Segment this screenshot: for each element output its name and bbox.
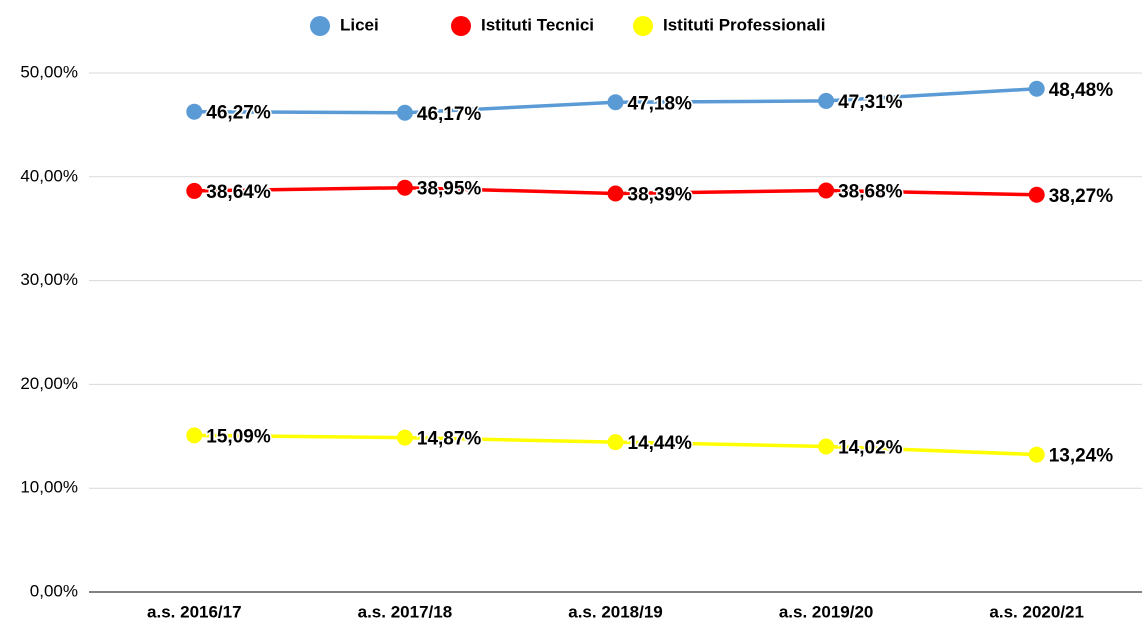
data-point [1028,186,1045,203]
y-tick-label: 40,00% [20,166,78,185]
x-tick-label: a.s. 2020/21 [989,602,1084,621]
data-label: 47,18% [628,93,693,114]
data-point [607,434,624,451]
data-point [396,429,413,446]
legend-label: Licei [340,15,379,34]
data-label: 38,68% [838,182,903,203]
data-label: 15,09% [206,426,271,447]
data-label: 14,02% [838,437,903,458]
legend-label: Istituti Tecnici [481,15,594,34]
data-label: 47,31% [838,92,903,113]
data-point [818,92,835,109]
legend-marker [310,16,330,36]
data-label: 48,48% [1049,80,1114,101]
data-point [607,185,624,202]
data-point [1028,446,1045,463]
legend-marker [633,16,653,36]
x-tick-label: a.s. 2016/17 [147,602,242,621]
data-point [818,438,835,455]
y-tick-label: 0,00% [30,581,78,600]
data-point [186,103,203,120]
legend-label: Istituti Professionali [663,15,825,34]
data-label: 38,39% [628,185,693,206]
data-label: 46,27% [206,103,271,124]
legend-marker [451,16,471,36]
x-tick-label: a.s. 2019/20 [779,602,874,621]
y-tick-label: 50,00% [20,62,78,81]
data-point [607,94,624,111]
data-label: 13,24% [1049,446,1114,467]
y-tick-label: 20,00% [20,374,78,393]
data-label: 38,95% [417,179,482,200]
data-label: 46,17% [417,104,482,125]
data-point [186,427,203,444]
y-tick-label: 30,00% [20,270,78,289]
data-point [1028,80,1045,97]
x-tick-label: a.s. 2017/18 [358,602,453,621]
data-label: 38,64% [206,182,271,203]
data-label: 38,27% [1049,186,1114,207]
data-point [396,179,413,196]
data-point [396,104,413,121]
y-tick-label: 10,00% [20,478,78,497]
data-point [186,182,203,199]
data-point [818,182,835,199]
data-label: 14,44% [628,433,693,454]
data-label: 14,87% [417,429,482,450]
x-tick-label: a.s. 2018/19 [568,602,663,621]
